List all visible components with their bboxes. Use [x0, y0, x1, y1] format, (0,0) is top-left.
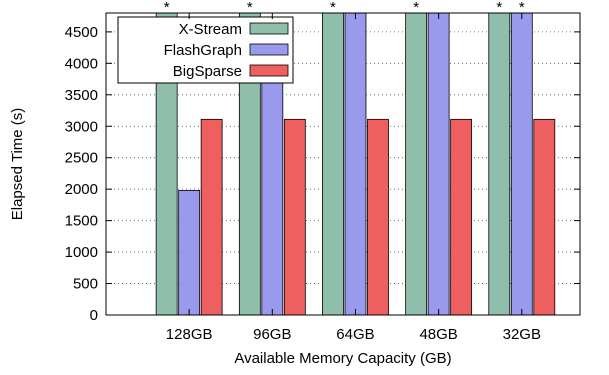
overflow-marker: * — [496, 0, 502, 16]
y-tick-label: 4000 — [65, 55, 98, 72]
y-tick-label: 1500 — [65, 213, 98, 230]
x-tick-label: 96GB — [253, 326, 291, 343]
bar — [405, 12, 428, 316]
axis-ticks: 0 500 1000 1500 2000 2500 3000 3500 4000 4500 128G… — [65, 13, 580, 343]
bars — [155, 12, 556, 316]
legend-label: BigSparse — [173, 63, 242, 80]
bar — [283, 118, 306, 316]
y-tick-label: 0 — [90, 307, 98, 324]
bar — [427, 12, 450, 316]
x-tick-label: 32GB — [503, 326, 541, 343]
legend: X-Stream FlashGraph BigSparse — [117, 16, 294, 84]
y-tick-label: 1000 — [65, 244, 98, 261]
legend-label: X-Stream — [179, 21, 242, 38]
overflow-marker: * — [413, 0, 419, 16]
legend-swatch — [249, 22, 289, 35]
y-tick-label: 500 — [73, 276, 98, 293]
bar — [344, 12, 367, 316]
overflow-markers: * * * * * * — [164, 0, 525, 16]
bar — [367, 118, 389, 316]
bar — [488, 12, 511, 316]
overflow-marker: * — [330, 0, 336, 16]
plot-frame — [105, 12, 581, 316]
bar — [533, 118, 556, 316]
legend-swatch — [249, 64, 289, 77]
bar — [200, 118, 223, 316]
y-tick-label: 2500 — [65, 150, 98, 167]
overflow-marker: * — [247, 0, 253, 16]
overflow-marker: * — [519, 0, 525, 16]
bar — [510, 12, 533, 316]
bar — [261, 81, 284, 316]
x-tick-label: 128GB — [166, 326, 213, 343]
bar — [450, 118, 473, 316]
x-tick-label: 48GB — [419, 326, 457, 343]
x-tick-label: 64GB — [336, 326, 374, 343]
bar — [322, 12, 344, 316]
bar — [178, 190, 201, 316]
y-tick-label: 3500 — [65, 87, 98, 104]
legend-label: FlashGraph — [164, 42, 242, 59]
y-axis-title: Elapsed Time (s) — [9, 108, 26, 221]
overflow-marker: * — [164, 0, 170, 16]
y-tick-label: 3000 — [65, 118, 98, 135]
x-axis-title: Available Memory Capacity (GB) — [234, 350, 451, 367]
y-tick-label: 2000 — [65, 181, 98, 198]
legend-swatch — [249, 43, 289, 56]
y-tick-label: 4500 — [65, 24, 98, 41]
